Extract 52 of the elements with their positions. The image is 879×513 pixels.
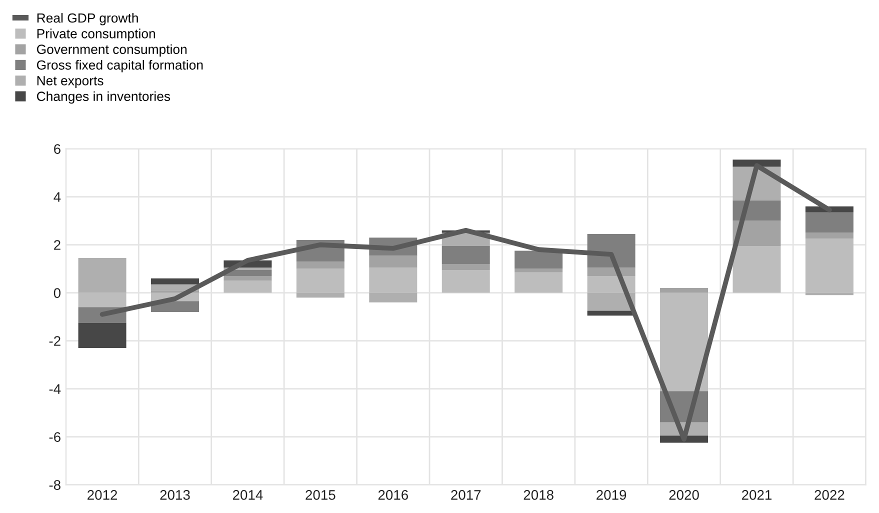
bar	[224, 280, 272, 293]
bar	[78, 292, 126, 308]
x-tick-label: 2018	[524, 490, 554, 500]
bar	[660, 292, 708, 392]
legend-label: Government consumption	[36, 44, 187, 57]
bar	[442, 270, 490, 293]
bar	[660, 288, 708, 293]
bar	[296, 268, 344, 293]
x-tick-label: 2020	[669, 490, 699, 500]
bar	[296, 292, 344, 298]
bar	[78, 258, 126, 293]
bar	[78, 322, 126, 348]
bar	[660, 436, 708, 443]
y-tick-label: -2	[49, 336, 60, 346]
y-tick-label: -8	[49, 480, 60, 490]
bar	[442, 246, 490, 264]
bar	[805, 212, 854, 233]
x-tick-label: 2017	[451, 490, 481, 500]
legend-label: Private consumption	[37, 28, 156, 41]
x-tick-label: 2015	[306, 490, 336, 500]
y-tick-label: 0	[54, 288, 61, 298]
x-tick-label: 2019	[596, 490, 626, 500]
bar	[514, 272, 563, 293]
x-tick-label: 2022	[814, 490, 844, 500]
bar	[514, 250, 563, 269]
legend-label: Gross fixed capital formation	[36, 60, 203, 72]
bar	[805, 232, 854, 239]
bar	[296, 262, 344, 269]
bar	[442, 264, 490, 270]
y-tick-label: 4	[54, 192, 61, 202]
y-tick-label: 6	[54, 144, 60, 154]
x-tick-label: 2016	[378, 490, 408, 500]
y-tick-label: -4	[49, 384, 61, 394]
y-tick-label: -6	[49, 432, 60, 442]
legend-label: Real GDP growth	[37, 12, 138, 26]
x-tick-label: 2021	[742, 490, 772, 500]
bar	[369, 292, 418, 302]
bar	[224, 276, 272, 281]
y-tick-label: 2	[54, 240, 60, 250]
bar	[514, 268, 563, 272]
bar	[732, 160, 781, 167]
bar	[151, 278, 199, 284]
line-series	[100, 163, 832, 442]
bar	[805, 238, 854, 293]
legend-label: Net exports	[37, 76, 104, 88]
bar	[369, 268, 418, 293]
x-tick-label: 2013	[160, 490, 190, 500]
bar	[732, 246, 781, 293]
legend-label: Changes in inventories	[36, 91, 170, 104]
x-tick-label: 2014	[232, 490, 263, 500]
x-tick-label: 2012	[88, 490, 118, 500]
bar	[369, 256, 418, 268]
